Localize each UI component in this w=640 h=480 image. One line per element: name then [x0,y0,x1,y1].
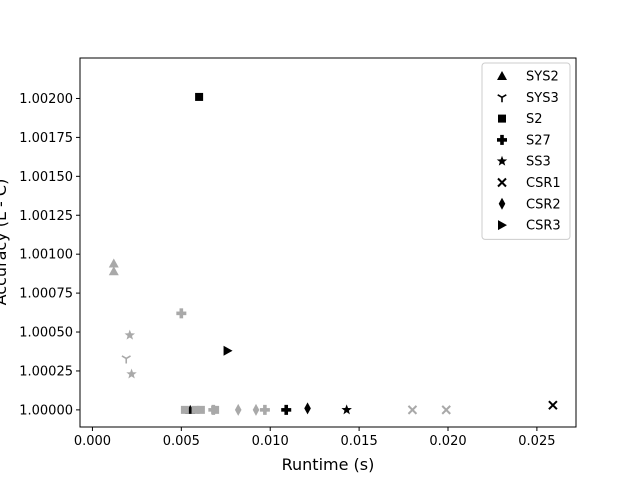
legend-marker [497,94,507,103]
series-s27 [176,308,292,415]
legend-label: S27 [526,133,551,148]
data-point [180,405,189,414]
x-tick-label: 0.015 [341,434,378,449]
legend-label: SYS2 [526,70,559,85]
data-point [121,355,131,364]
legend-frame [481,62,571,240]
x-tick-label: 0.000 [74,434,111,449]
series-ss3 [124,329,352,415]
legend-item: S2 [498,112,543,127]
x-axis: 0.000 0.005 0.010 0.015 0.020 0.025 [74,427,555,449]
data-point [124,329,136,340]
data-point [407,405,418,415]
data-points [108,92,558,416]
legend-label: CSR3 [526,219,561,234]
y-tick-label: 1.00175 [19,131,73,146]
data-point [176,308,187,319]
y-axis-label: Accuracy (L - C) [0,179,10,306]
y-tick-label: 1.00200 [19,92,73,107]
x-tick-label: 0.025 [518,434,555,449]
data-point [234,403,242,416]
y-tick-label: 1.00025 [19,364,73,379]
legend-item: SS3 [496,155,551,170]
legend-label: SS3 [526,155,551,170]
legend-marker [498,197,506,210]
legend-item: SYS2 [497,70,559,85]
data-point [195,92,204,101]
legend-item: CSR1 [497,176,561,191]
legend: SYS2 SYS3 S2 S27 SS3 CSR1 CSR2 CSR3 [481,62,571,240]
legend-marker [496,155,508,166]
y-tick-label: 1.00075 [19,287,73,302]
legend-marker [497,134,507,145]
legend-marker [497,71,507,80]
legend-label: CSR2 [526,197,561,212]
legend-marker [498,114,506,123]
data-point [196,405,205,414]
y-tick-label: 1.00100 [19,248,73,263]
data-point [126,368,137,379]
data-point [223,345,233,356]
x-axis-label: Runtime (s) [282,455,375,474]
data-point [341,404,352,415]
data-point [191,405,200,414]
legend-marker [497,177,507,188]
legend-marker [498,220,507,231]
x-tick-label: 0.005 [163,434,200,449]
legend-item: S27 [497,133,551,148]
data-point [304,402,311,415]
data-point [108,266,119,276]
legend-item: CSR2 [498,197,561,212]
series-csr2 [234,402,311,416]
data-point [252,403,260,416]
y-tick-label: 1.00125 [19,209,73,224]
legend-label: SYS3 [526,91,559,106]
x-tick-label: 0.020 [429,434,466,449]
series-csr3 [223,345,233,356]
legend-item: CSR3 [498,219,561,234]
x-tick-label: 0.010 [252,434,289,449]
legend-item: SYS3 [497,91,559,106]
y-tick-label: 1.00150 [19,170,73,185]
series-sys3 [121,355,131,364]
data-point [208,404,219,415]
data-point [281,404,292,415]
y-axis: 1.00000 1.00025 1.00050 1.00075 1.00100 1.001… [19,92,80,418]
data-point [441,405,451,415]
data-point [259,404,270,415]
legend-label: S2 [526,112,543,127]
plot-frame [79,57,577,428]
data-point [108,258,119,268]
y-tick-label: 1.00000 [19,403,73,418]
y-tick-label: 1.00050 [19,326,73,341]
data-point [548,400,558,410]
series-csr1 [407,400,558,415]
legend-label: CSR1 [526,176,561,191]
